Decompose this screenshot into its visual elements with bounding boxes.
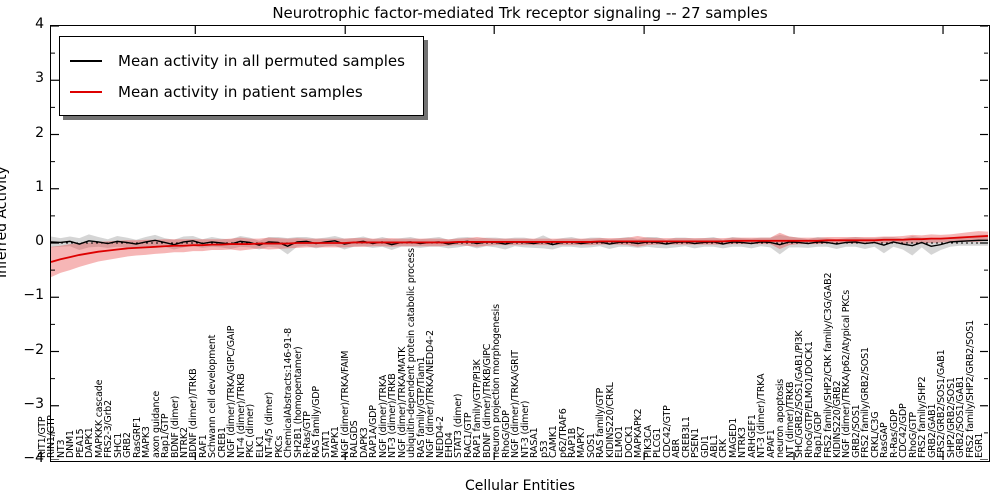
x-tick-label: FRS2-3/Grb2 — [103, 400, 115, 458]
x-tick-label: NGF (dimer)/TRKA/GRIT — [510, 350, 522, 458]
x-tick-label: FRS2 family/SHP2 — [917, 376, 929, 458]
y-tick-label: −4 — [23, 450, 44, 466]
y-tick-label: 0 — [35, 233, 44, 249]
x-tick-label: Schwann cell development — [207, 334, 219, 458]
x-tick-label: PSEN1 — [690, 428, 702, 458]
x-tick-label: ubiquitin-dependent protein catabolic pr… — [406, 248, 418, 458]
x-axis-label: Cellular Entities — [464, 478, 576, 494]
x-tick-label: PKC (dimer) — [245, 404, 257, 458]
x-tick-label: RALGDS — [349, 420, 361, 458]
line-patient — [51, 235, 988, 263]
legend: Mean activity in all permuted samples Me… — [59, 36, 424, 116]
y-tick-label: 4 — [35, 16, 44, 32]
x-tick-label: NT-4/5 (dimer) — [264, 391, 276, 458]
band-permuted — [51, 234, 988, 256]
y-tick-label: 3 — [35, 70, 44, 87]
y-tick-label: −1 — [23, 287, 44, 304]
chart-canvas — [51, 26, 988, 460]
legend-label: Mean activity in patient samples — [118, 82, 363, 101]
legend-entry-patient: Mean activity in patient samples — [70, 76, 405, 107]
y-tick-label: 2 — [35, 124, 44, 141]
y-tick-label: −3 — [23, 395, 44, 412]
chart-title: Neurotrophic factor-mediated Trk recepto… — [272, 4, 768, 22]
x-tick-label: MAPKAPK2 — [633, 408, 645, 458]
y-tick-label: 1 — [35, 178, 44, 195]
x-tick-label: ABR — [671, 438, 683, 458]
x-tick-label: neuron apoptosis — [775, 378, 787, 458]
x-tick-label: SHC/GRB2/SOS1/GAB1/PI3K — [794, 330, 806, 458]
x-tick-label: FRS2/GRB2/SOS1/GAB1 — [936, 349, 948, 458]
plot-area: RIT1/GTP RIN1/GTP NT3 DNM1 PEA15 DAPK1 MAPKKK … — [37, 25, 990, 462]
x-tick-label: GRB2 — [122, 432, 134, 458]
legend-line-sample-red — [70, 90, 102, 93]
x-tick-label: neuron projection morphogenesis — [491, 304, 503, 458]
legend-entry-permuted: Mean activity in all permuted samples — [70, 45, 405, 76]
legend-line-sample-black — [70, 59, 102, 62]
x-tick-label: RasGAP — [879, 422, 891, 458]
x-tick-label: CDC42/GDP — [898, 403, 910, 458]
x-tick-label: Rap1/GDP — [813, 411, 825, 458]
x-tick-label: PLCG1 — [652, 427, 664, 458]
x-tick-label: NT-3 (dimer)/TRKA — [756, 373, 768, 458]
x-tick-label: EGR1 — [974, 432, 985, 458]
x-tick-label: DAPK1 — [84, 427, 96, 458]
x-tick-label: MAPK3 — [141, 426, 153, 458]
x-tick-label: GRB2/SOS1/GAB1 — [955, 375, 967, 458]
x-tick-label: RAP1A/GDP — [368, 405, 380, 458]
x-tick-label: Rap1/GTP — [160, 413, 172, 458]
x-tick-label: CAMK1 — [548, 425, 560, 458]
x-tick-label: ChemicalAbstracts:146-91-8 — [283, 327, 295, 458]
legend-label: Mean activity in all permuted samples — [118, 51, 405, 70]
x-tick-label: NGF (dimer)/TRKA/NEDD4-2 — [425, 330, 437, 458]
x-tick-label: RAP1 family/GTP/PI3K — [472, 359, 484, 458]
x-tick-label: ELMO1 — [614, 425, 626, 458]
x-tick-label: RASA1 — [529, 427, 541, 458]
x-tick-label: NGF (dimer)/TRKA/GIPC/GAIP — [226, 325, 238, 458]
y-tick-label: −2 — [23, 341, 44, 358]
x-tick-label: NT-3 (dimer)/TRKB — [387, 373, 399, 458]
